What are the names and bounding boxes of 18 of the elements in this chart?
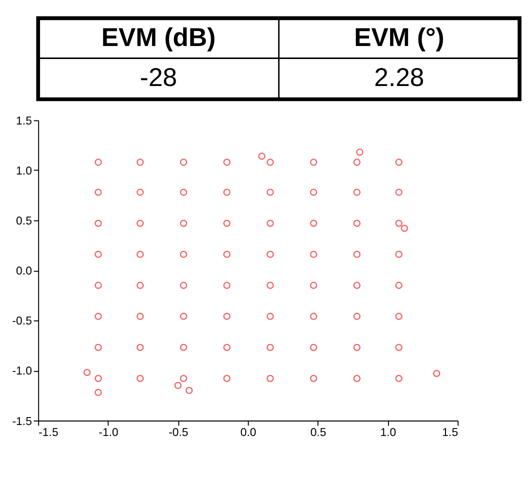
y-tick-label: -1.0: [12, 366, 32, 378]
y-tick-label: 1.0: [16, 166, 32, 178]
x-tick-label: 1.0: [380, 427, 396, 440]
text: 2.28: [374, 64, 424, 92]
y-tick-label: 0.5: [16, 216, 32, 228]
y-tick-label: -0.5: [12, 316, 32, 328]
x-tick-label: -0.5: [168, 427, 188, 440]
text: -28: [140, 64, 178, 92]
text: EVM (dB): [101, 24, 216, 52]
y-tick-label: -1.5: [12, 416, 32, 428]
y-tick-label: 0.0: [16, 266, 32, 278]
y-tick-label: 1.5: [16, 115, 32, 128]
x-tick-label: 0.5: [310, 427, 326, 440]
x-tick-label: -1.5: [38, 427, 58, 440]
x-tick-label: 1.5: [442, 427, 458, 440]
x-tick-label: -1.0: [98, 427, 118, 440]
x-tick-label: 0.0: [240, 427, 256, 440]
text: EVM (°): [354, 24, 444, 52]
